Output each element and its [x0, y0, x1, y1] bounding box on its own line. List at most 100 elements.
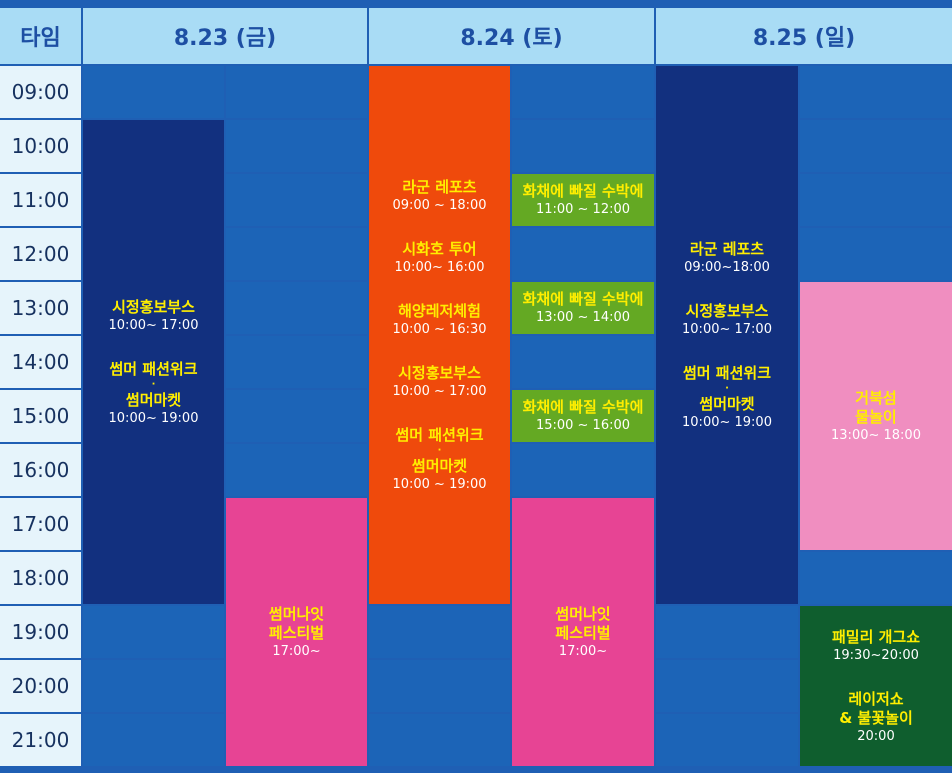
event-item: 시정홍보부스 10:00 ~ 17:00	[392, 364, 486, 400]
event-title: 라군 레포츠	[689, 239, 765, 258]
event-title: 썸머마켓	[699, 394, 755, 413]
event-item: 시정홍보부스 10:00~ 17:00	[109, 298, 199, 334]
event-time: 10:00~ 17:00	[108, 317, 199, 333]
day-label: 8.24 (토)	[460, 26, 563, 51]
event-block[interactable]: 라군 레포츠 09:00 ~ 18:00 시화호 투어 10:00~ 16:00 해양레…	[369, 66, 510, 604]
event-time: 10:00~ 17:00	[682, 321, 772, 337]
event-time: 13:00 ~ 14:00	[535, 310, 631, 325]
empty-slot	[369, 714, 510, 766]
event-time: 10:00~ 19:00	[682, 414, 772, 430]
empty-slot	[226, 66, 367, 118]
event-time: 10:00~ 19:00	[108, 410, 199, 426]
event-item: 썸머 패션위크 · 썸머마켓 10:00~ 19:00	[109, 360, 199, 427]
event-time: 09:00 ~ 18:00	[392, 197, 487, 213]
empty-slot	[512, 228, 654, 280]
time-column-header: 타임	[0, 8, 81, 64]
day-label: 8.25 (일)	[752, 26, 856, 51]
event-block[interactable]: 시정홍보부스 10:00~ 17:00 썸머 패션위크 · 썸머마켓 10:00~ 19:…	[83, 120, 224, 604]
time-label: 12:00	[0, 228, 81, 280]
event-item: 라군 레포츠 09:00 ~ 18:00	[392, 178, 486, 214]
separator-dot: ·	[725, 382, 729, 394]
event-title: 썸머마켓	[125, 390, 182, 409]
event-time: 19:30~20:00	[833, 647, 919, 663]
empty-slot	[800, 120, 952, 172]
event-time: 10:00 ~ 16:30	[392, 321, 487, 337]
event-block[interactable]: 화채에 빠질 수박에 11:00 ~ 12:00	[512, 174, 654, 226]
event-title: 썸머 패션위크	[682, 363, 771, 382]
event-item: 썸머나잇 페스티벌 17:00~	[269, 605, 324, 660]
event-item: 해양레저체험 10:00 ~ 16:30	[392, 302, 486, 338]
empty-slot	[369, 606, 510, 658]
event-title: 화채에 빠질 수박에	[522, 182, 644, 200]
event-title: 라군 레포츠	[402, 177, 477, 196]
empty-slot	[83, 66, 224, 118]
event-time: 17:00~	[272, 643, 321, 659]
empty-slot	[800, 66, 952, 118]
event-time: 09:00~18:00	[684, 259, 770, 275]
event-item: 시화호 투어 10:00~ 16:00	[395, 240, 485, 276]
event-block[interactable]: 거북섬 물놀이 13:00~ 18:00	[800, 282, 952, 550]
day-header-0823: 8.23 (금)	[83, 8, 367, 64]
event-item: 썸머나잇 페스티벌 17:00~	[555, 605, 610, 660]
event-title: 거북섬	[855, 388, 897, 407]
empty-slot	[226, 444, 367, 496]
event-title: & 불꽃놀이	[839, 708, 913, 727]
event-item: 화채에 빠질 수박에 15:00 ~ 16:00	[523, 398, 644, 434]
event-time: 17:00~	[558, 643, 608, 659]
event-block[interactable]: 썸머나잇 페스티벌 17:00~	[226, 498, 367, 766]
time-label: 14:00	[0, 336, 81, 388]
event-block[interactable]: 썸머나잇 페스티벌 17:00~	[512, 498, 654, 766]
time-label: 19:00	[0, 606, 81, 658]
empty-slot	[369, 660, 510, 712]
event-block[interactable]: 화채에 빠질 수박에 13:00 ~ 14:00	[512, 282, 654, 334]
event-item: 썸머 패션위크 · 썸머마켓 10:00~ 19:00	[682, 364, 772, 431]
event-item: 시정홍보부스 10:00~ 17:00	[682, 302, 772, 338]
event-item: 패밀리 개그쇼 19:30~20:00	[832, 628, 920, 664]
day-header-0825: 8.25 (일)	[656, 8, 952, 64]
event-title: 썸머 패션위크	[395, 425, 484, 444]
empty-slot	[226, 390, 367, 442]
empty-slot	[512, 336, 654, 388]
event-block[interactable]: 화채에 빠질 수박에 15:00 ~ 16:00	[512, 390, 654, 442]
separator-dot: ·	[437, 444, 442, 456]
time-label: 21:00	[0, 714, 81, 766]
event-item: 라군 레포츠 09:00~18:00	[684, 240, 770, 276]
empty-slot	[83, 660, 224, 712]
empty-slot	[656, 660, 798, 712]
empty-slot	[800, 228, 952, 280]
event-item: 썸머 패션위크 · 썸머마켓 10:00 ~ 19:00	[392, 426, 486, 493]
empty-slot	[226, 282, 367, 334]
event-block[interactable]: 패밀리 개그쇼 19:30~20:00 레이저쇼 & 불꽃놀이 20:00	[800, 606, 952, 766]
empty-slot	[656, 714, 798, 766]
separator-dot: ·	[151, 378, 156, 390]
empty-slot	[226, 228, 367, 280]
empty-slot	[800, 174, 952, 226]
event-item: 레이저쇼 & 불꽃놀이 20:00	[839, 690, 913, 745]
event-title: 썸머나잇	[268, 604, 325, 623]
event-title: 시정홍보부스	[685, 301, 769, 320]
time-label: 17:00	[0, 498, 81, 550]
time-label: 20:00	[0, 660, 81, 712]
event-block[interactable]: 라군 레포츠 09:00~18:00 시정홍보부스 10:00~ 17:00 썸머 패션…	[656, 66, 798, 604]
event-title: 화채에 빠질 수박에	[522, 290, 644, 308]
time-label: 16:00	[0, 444, 81, 496]
time-header-label: 타임	[20, 26, 61, 51]
empty-slot	[83, 714, 224, 766]
event-time: 11:00 ~ 12:00	[535, 202, 631, 217]
empty-slot	[83, 606, 224, 658]
event-title: 레이저쇼	[848, 689, 904, 708]
event-title: 화채에 빠질 수박에	[522, 398, 644, 416]
day-header-0824: 8.24 (토)	[369, 8, 654, 64]
empty-slot	[226, 174, 367, 226]
event-time: 20:00	[857, 728, 895, 744]
event-title: 해양레저체험	[398, 301, 481, 320]
event-time: 10:00~ 16:00	[394, 259, 485, 275]
event-title: 패밀리 개그쇼	[831, 627, 921, 646]
empty-slot	[512, 444, 654, 496]
event-item: 거북섬 물놀이 13:00~ 18:00	[831, 389, 921, 444]
event-title: 물놀이	[855, 407, 897, 426]
event-item: 화채에 빠질 수박에 13:00 ~ 14:00	[523, 290, 644, 326]
event-title: 썸머마켓	[411, 456, 468, 475]
event-title: 썸머 패션위크	[109, 359, 198, 378]
